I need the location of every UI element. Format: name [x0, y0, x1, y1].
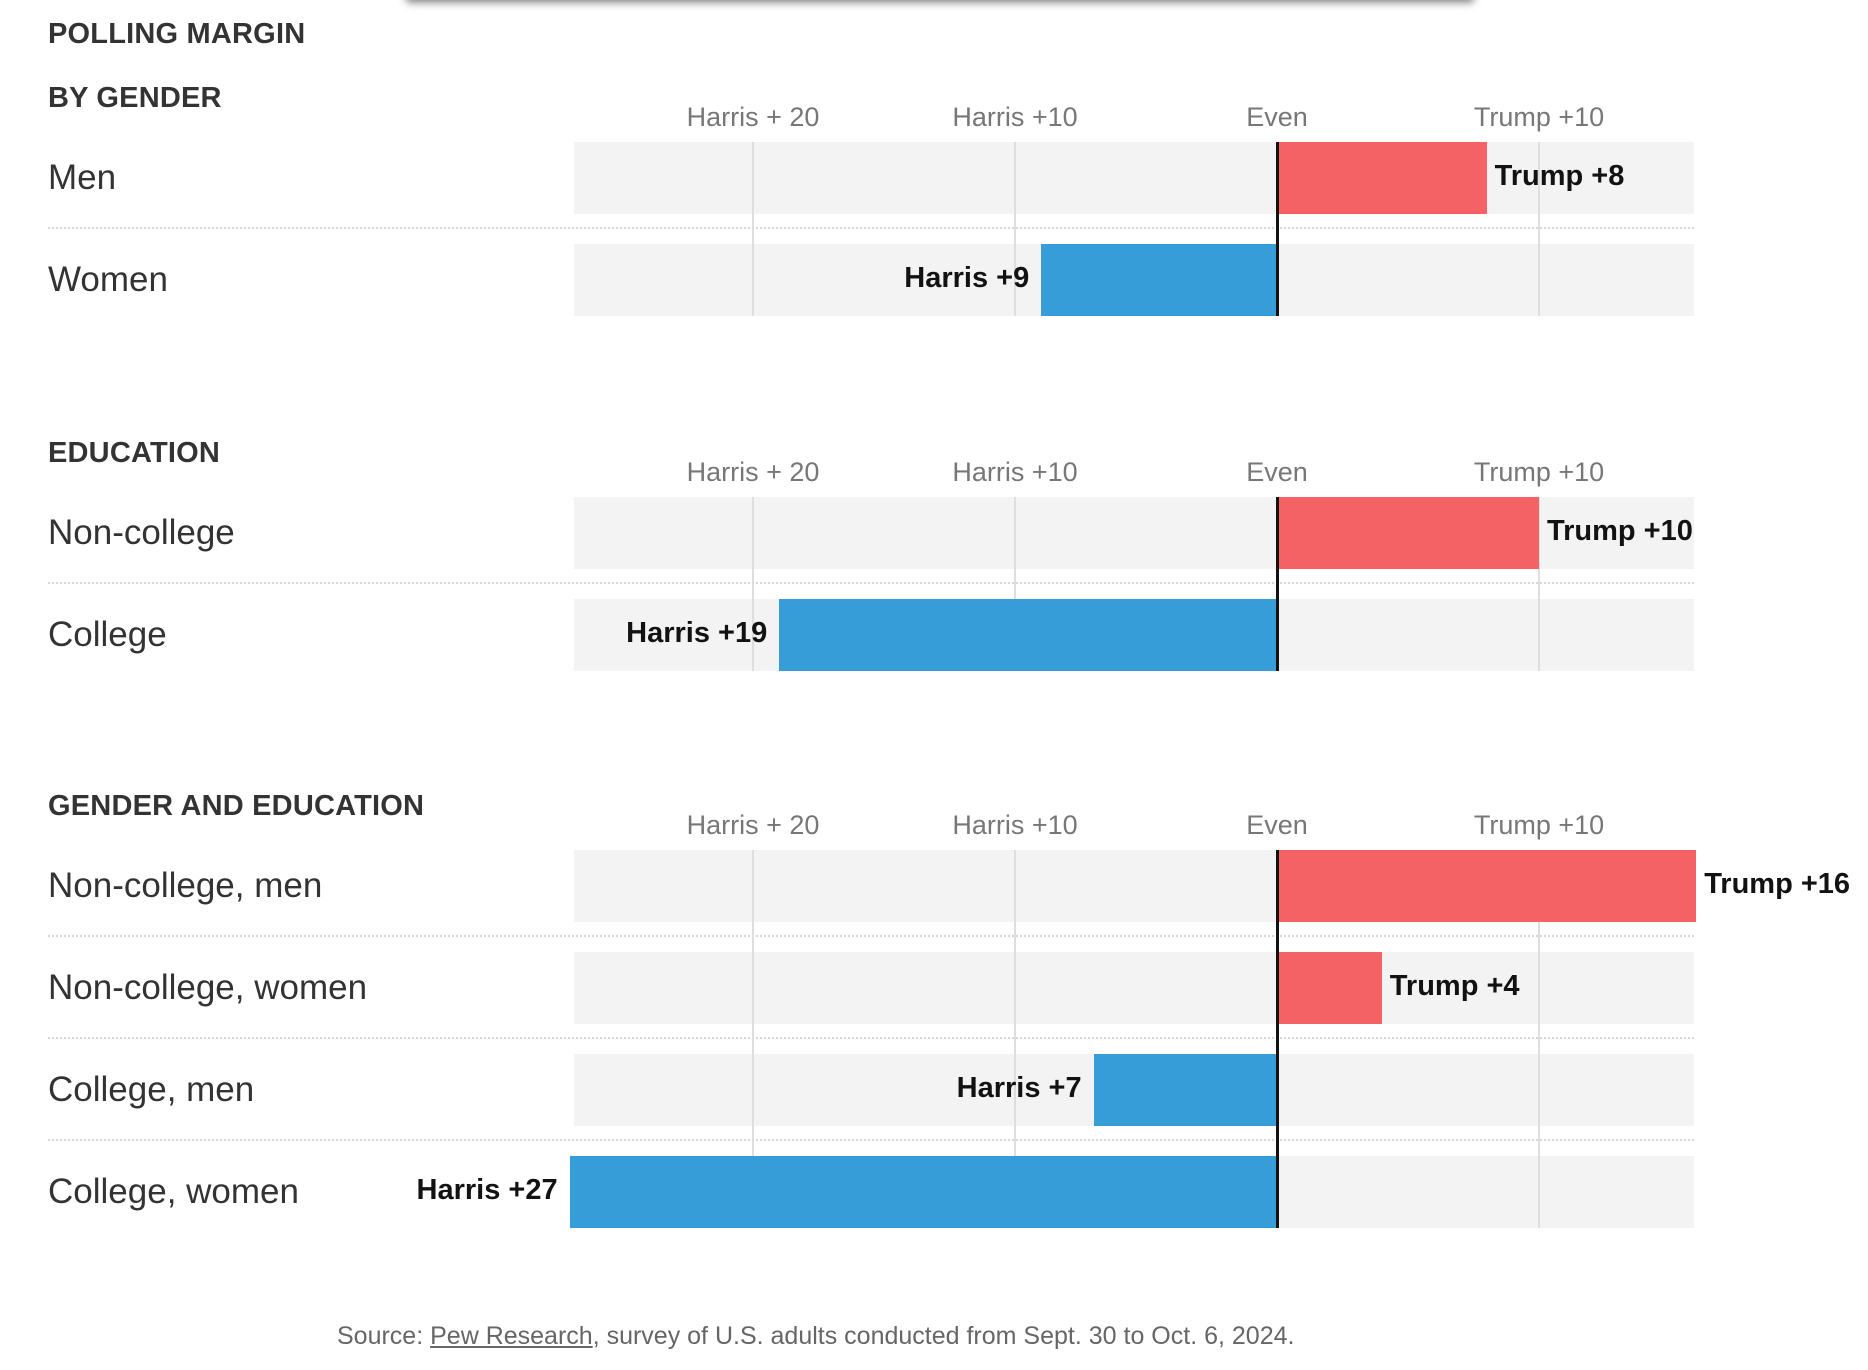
axis-tick-label: Even — [1246, 810, 1308, 840]
trump-bar — [1277, 497, 1539, 569]
harris-bar — [1041, 244, 1277, 316]
row-divider — [48, 1139, 1694, 1141]
gridline — [1538, 497, 1540, 671]
axis-tick-label: Even — [1246, 457, 1308, 487]
axis-tick-label: Harris + 20 — [686, 102, 820, 132]
section-title: GENDER AND EDUCATION — [48, 790, 425, 822]
row-divider — [48, 227, 1694, 229]
row-label: Non-college — [48, 513, 235, 552]
axis-tick-label: Harris + 20 — [686, 457, 820, 487]
axis-tick-label: Harris +10 — [952, 457, 1078, 487]
row-label: Non-college, women — [48, 968, 368, 1007]
harris-bar — [779, 599, 1277, 671]
axis-tick-label: Even — [1246, 102, 1308, 132]
row-label: Non-college, men — [48, 866, 323, 905]
trump-bar — [1277, 850, 1697, 922]
value-label: Trump +10 — [1547, 515, 1693, 547]
bar-track — [574, 142, 1694, 214]
trump-bar — [1277, 952, 1382, 1024]
bar-track — [574, 952, 1694, 1024]
value-label: Trump +4 — [1389, 970, 1520, 1002]
gridline — [1014, 142, 1016, 316]
gridline — [752, 142, 754, 316]
gridline — [1538, 850, 1540, 1228]
gridline — [752, 497, 754, 671]
source-suffix: , survey of U.S. adults conducted from S… — [592, 1322, 1295, 1350]
gridline — [1014, 497, 1016, 671]
value-label: Harris +19 — [626, 617, 768, 649]
source-prefix: Source: — [337, 1322, 431, 1350]
row-label: Women — [48, 260, 168, 299]
trump-bar — [1277, 142, 1487, 214]
zero-line — [1276, 850, 1279, 1228]
zero-line — [1276, 497, 1279, 671]
axis-tick-label: Harris +10 — [952, 810, 1078, 840]
value-label: Harris +27 — [416, 1174, 558, 1206]
axis-tick-label: Trump +10 — [1473, 810, 1605, 840]
row-divider — [48, 935, 1694, 937]
value-label: Harris +7 — [956, 1072, 1082, 1104]
row-label: Men — [48, 158, 117, 197]
gridline — [1538, 142, 1540, 316]
value-label: Trump +16 — [1704, 868, 1851, 900]
harris-bar — [569, 1156, 1277, 1228]
value-label: Harris +9 — [904, 262, 1030, 294]
harris-bar — [1093, 1054, 1277, 1126]
value-label: Trump +8 — [1494, 160, 1625, 192]
axis-tick-label: Harris +10 — [952, 102, 1078, 132]
row-label: College — [48, 615, 167, 654]
axis-tick-label: Trump +10 — [1473, 102, 1605, 132]
row-label: College, men — [48, 1070, 255, 1109]
section-title: EDUCATION — [48, 437, 221, 469]
row-label: College, women — [48, 1172, 299, 1211]
section-title: BY GENDER — [48, 82, 222, 114]
source-link[interactable]: Pew Research — [430, 1322, 593, 1350]
zero-line — [1276, 142, 1279, 316]
gridline — [752, 850, 754, 1228]
gridline — [1014, 850, 1016, 1228]
axis-tick-label: Trump +10 — [1473, 457, 1605, 487]
row-divider — [48, 582, 1694, 584]
row-divider — [48, 1037, 1694, 1039]
chart-title: POLLING MARGIN — [48, 18, 306, 50]
source-note: Source: Pew Research, survey of U.S. adu… — [337, 1322, 1294, 1351]
axis-tick-label: Harris + 20 — [686, 810, 820, 840]
